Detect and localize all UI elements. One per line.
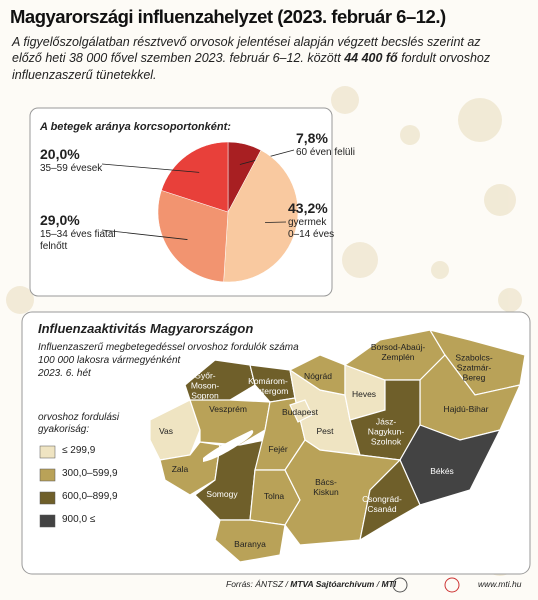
- separator: /: [376, 579, 380, 589]
- leader-line: [101, 163, 200, 173]
- legend-label: 900,0 ≤: [62, 514, 96, 525]
- county-label: Komárom- Esztergom: [247, 376, 289, 396]
- intro-text: A figyelőszolgálatban résztvevő orvosok …: [12, 35, 481, 66]
- pie-slice: [223, 149, 299, 283]
- legend-label: 300,0–599,9: [62, 468, 118, 479]
- map-subtitle: Influenzaszerű megbetegedéssel orvoshoz …: [38, 342, 299, 353]
- legend-swatch: [39, 491, 56, 505]
- county-label: Szabolcs- Szatmár- Bereg: [455, 352, 493, 382]
- leader-line: [265, 221, 287, 223]
- county-label: Somogy: [206, 489, 238, 500]
- county-label: Tolna: [263, 491, 285, 502]
- intro: A figyelőszolgálatban résztvevő orvosok …: [12, 34, 512, 83]
- value-label: 29,0%: [40, 212, 80, 228]
- legend-swatch: [39, 468, 56, 482]
- county-label: Budapest: [282, 407, 318, 418]
- county-label: Heves: [351, 389, 377, 400]
- county-label: Pest: [316, 426, 334, 437]
- value-label: 7,8%: [296, 130, 328, 146]
- map-subtitle: 2023. 6. hét: [38, 368, 91, 379]
- legend-title: orvoshoz fordulási gyakoriság:: [38, 412, 120, 435]
- pie-slice: [157, 190, 229, 283]
- pie-title: A betegek aránya korcsoportonként:: [40, 121, 231, 133]
- legend-swatch: [39, 514, 56, 528]
- county-label: Bács- Kiskun: [313, 477, 339, 497]
- intro-text: fordult orvoshoz influenzaszerű tünetekk…: [12, 51, 491, 82]
- county: [214, 519, 286, 563]
- county-label: Vas: [158, 426, 174, 437]
- leader-line: [101, 229, 188, 240]
- county-label: Jász- Nagykun- Szolnok: [367, 416, 405, 446]
- site: www.mti.hu: [478, 579, 522, 589]
- intro-highlight: 44 400 fő: [344, 51, 398, 66]
- county-label: Borsod-Abaúj- Zemplén: [370, 342, 426, 362]
- map-title: Influenzaaktivitás Magyarországon: [38, 321, 254, 336]
- category-label: 35–59 évesek: [40, 163, 103, 174]
- county-label: Csongrád- Csanád: [362, 494, 402, 514]
- county-label: Nógrád: [304, 371, 332, 382]
- agency: MTI: [381, 579, 397, 589]
- county: [359, 458, 421, 542]
- archive: MTVA Sajtóarchívum: [290, 579, 375, 589]
- county: [289, 399, 313, 423]
- county-label: Békés: [430, 466, 454, 477]
- lake-balaton: [203, 430, 254, 462]
- county-label: Fejér: [268, 444, 288, 455]
- county-label: Hajdú-Bihar: [443, 404, 489, 415]
- category-label: 15–34 éves fiatal felnőtt: [40, 229, 116, 252]
- value-label: 43,2%: [288, 200, 328, 216]
- title: Magyarországi influenzahelyzet (2023. fe…: [10, 6, 446, 27]
- county-label: Veszprém: [209, 404, 247, 415]
- legend-swatch: [39, 445, 56, 459]
- legend-label: ≤ 299,9: [62, 445, 96, 456]
- logo: [444, 577, 460, 593]
- category-label: gyermek 0–14 éves: [288, 217, 335, 240]
- map-subtitle: 100 000 lakosra vármegyénként: [38, 355, 181, 366]
- source: Forrás: ÁNTSZ /: [226, 579, 288, 589]
- county-label: Zala: [171, 464, 189, 475]
- logo: [392, 577, 408, 593]
- category-label: 60 éven felüli: [296, 147, 355, 158]
- value-label: 20,0%: [40, 146, 80, 162]
- legend-label: 600,0–899,9: [62, 491, 118, 502]
- footer: Forrás: ÁNTSZ / MTVA Sajtóarchívum / MTI: [226, 579, 397, 590]
- county-label: Baranya: [234, 539, 266, 550]
- county-label: Győr- Moson- Sopron: [190, 370, 220, 400]
- pie-slice: [161, 141, 229, 213]
